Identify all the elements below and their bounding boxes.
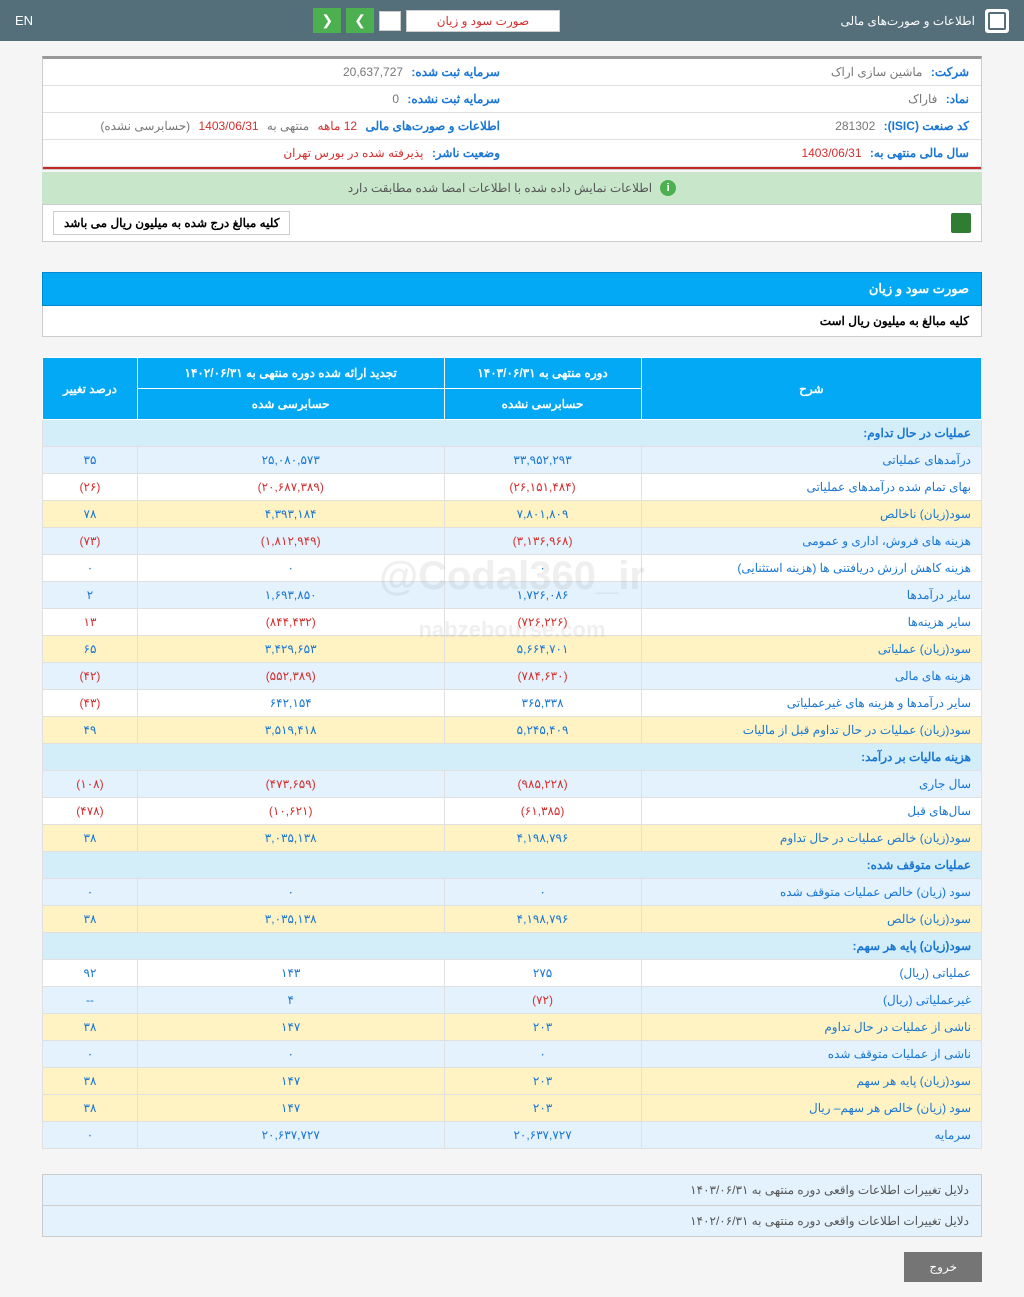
footer-panel: دلایل تغییرات اطلاعات واقعی دوره منتهی ب… — [42, 1174, 982, 1237]
report-dropdown[interactable]: صورت سود و زیان — [406, 10, 560, 32]
table-row: سود(زیان) ناخالص٧,٨٠١,٨٠٩۴,٣٩٣,١٨۴٧٨ — [43, 501, 982, 528]
section-subtitle: کلیه مبالغ به میلیون ریال است — [42, 306, 982, 337]
note-row: کلیه مبالغ درج شده به میلیون ریال می باش… — [42, 204, 982, 242]
excel-icon[interactable] — [951, 213, 971, 233]
table-row: سود (زیان) خالص عملیات متوقف شده٠٠٠ — [43, 879, 982, 906]
table-row: سال جاری(٩٨۵,٢٢٨)(۴٧٣,۶۵٩)(١٠٨) — [43, 771, 982, 798]
table-row: عملیات متوقف شده: — [43, 852, 982, 879]
table-row: درآمدهای عملیاتی٣٣,٩۵٢,٢٩٣٢۵,٠٨٠,۵٧٣٣۵ — [43, 447, 982, 474]
table-row: عملیات در حال تداوم: — [43, 420, 982, 447]
table-row: سود(زیان) پایه هر سهم: — [43, 933, 982, 960]
table-row: سود(زیان) عملیات در حال تداوم قبل از مال… — [43, 717, 982, 744]
table-row: سایر درآمدها١,٧٢۶,٠٨۶١,۶٩٣,٨۵٠٢ — [43, 582, 982, 609]
dropdown-toggle[interactable]: ▼ — [379, 11, 401, 31]
col-change: درصد تغییر — [43, 358, 138, 420]
nav-prev-button[interactable]: ❮ — [313, 8, 341, 33]
col-sub2: حسابرسی شده — [137, 389, 444, 420]
table-row: هزینه های فروش، اداری و عمومی(٣,١٣۶,٩۶٨)… — [43, 528, 982, 555]
table-row: سود(زیان) عملیاتی۵,۶۶۴,٧٠١٣,۴٢٩,۶۵٣۶۵ — [43, 636, 982, 663]
nav-next-button[interactable]: ❯ — [346, 8, 374, 33]
col-period1: دوره منتهی به ١۴٠٣/٠۶/٣١ — [444, 358, 641, 389]
col-period2: تجدید ارائه شده دوره منتهی به ١۴٠٢/٠۶/٣١ — [137, 358, 444, 389]
col-sub1: حسابرسی نشده — [444, 389, 641, 420]
table-row: سود(زیان) خالص عملیات در حال تداوم۴,١٩٨,… — [43, 825, 982, 852]
table-row: سایر هزینه‌ها(٧٢۶,٢٢۶)(٨۴۴,۴٣٢)١٣ — [43, 609, 982, 636]
table-row: غیرعملیاتی (ریال)(٧٢)۴-- — [43, 987, 982, 1014]
exit-button[interactable]: خروج — [904, 1252, 982, 1282]
table-row: سال‌های قبل(۶١,٣٨۵)(١٠,۶٢١)(۴٧٨) — [43, 798, 982, 825]
table-row: هزینه های مالی(٧٨۴,۶٣٠)(۵۵٢,٣٨٩)(۴٢) — [43, 663, 982, 690]
page-title: اطلاعات و صورت‌های مالی — [840, 14, 975, 28]
table-row: ناشی از عملیات در حال تداوم٢٠٣١۴٧٣٨ — [43, 1014, 982, 1041]
table-row: سود (زیان) خالص هر سهم– ریال٢٠٣١۴٧٣٨ — [43, 1095, 982, 1122]
table-row: سود(زیان) خالص۴,١٩٨,٧٩۶٣,٠٣۵,١٣٨٣٨ — [43, 906, 982, 933]
section-header: صورت سود و زیان — [42, 272, 982, 306]
top-bar: اطلاعات و صورت‌های مالی صورت سود و زیان … — [0, 0, 1024, 41]
table-row: سایر درآمدها و هزینه های غیرعملیاتی٣۶۵,٣… — [43, 690, 982, 717]
table-row: ناشی از عملیات متوقف شده٠٠٠ — [43, 1041, 982, 1068]
table-row: عملیاتی (ریال)٢٧۵١۴٣٩٢ — [43, 960, 982, 987]
col-desc: شرح — [641, 358, 981, 420]
footer-reason-2: دلایل تغییرات اطلاعات واقعی دوره منتهی ب… — [42, 1206, 982, 1237]
language-toggle[interactable]: EN — [15, 13, 33, 28]
company-info-panel: شرکت: ماشین سازی اراک سرمایه ثبت شده: 20… — [42, 56, 982, 170]
table-row: هزینه کاهش ارزش دریافتنی ها (هزینه استثن… — [43, 555, 982, 582]
table-row: سود(زیان) پایه هر سهم٢٠٣١۴٧٣٨ — [43, 1068, 982, 1095]
info-icon: i — [660, 180, 676, 196]
table-row: هزینه مالیات بر درآمد: — [43, 744, 982, 771]
currency-note: کلیه مبالغ درج شده به میلیون ریال می باش… — [53, 211, 290, 235]
table-row: بهای تمام شده درآمدهای عملیاتی(٢۶,١۵١,۴٨… — [43, 474, 982, 501]
signature-alert: i اطلاعات نمایش داده شده با اطلاعات امضا… — [42, 172, 982, 204]
clipboard-icon — [985, 9, 1009, 33]
income-statement-table: شرح دوره منتهی به ١۴٠٣/٠۶/٣١ تجدید ارائه… — [42, 357, 982, 1149]
table-row: سرمایه٢٠,۶٣٧,٧٢٧٢٠,۶٣٧,٧٢٧٠ — [43, 1122, 982, 1149]
footer-reason-1: دلایل تغییرات اطلاعات واقعی دوره منتهی ب… — [42, 1174, 982, 1206]
